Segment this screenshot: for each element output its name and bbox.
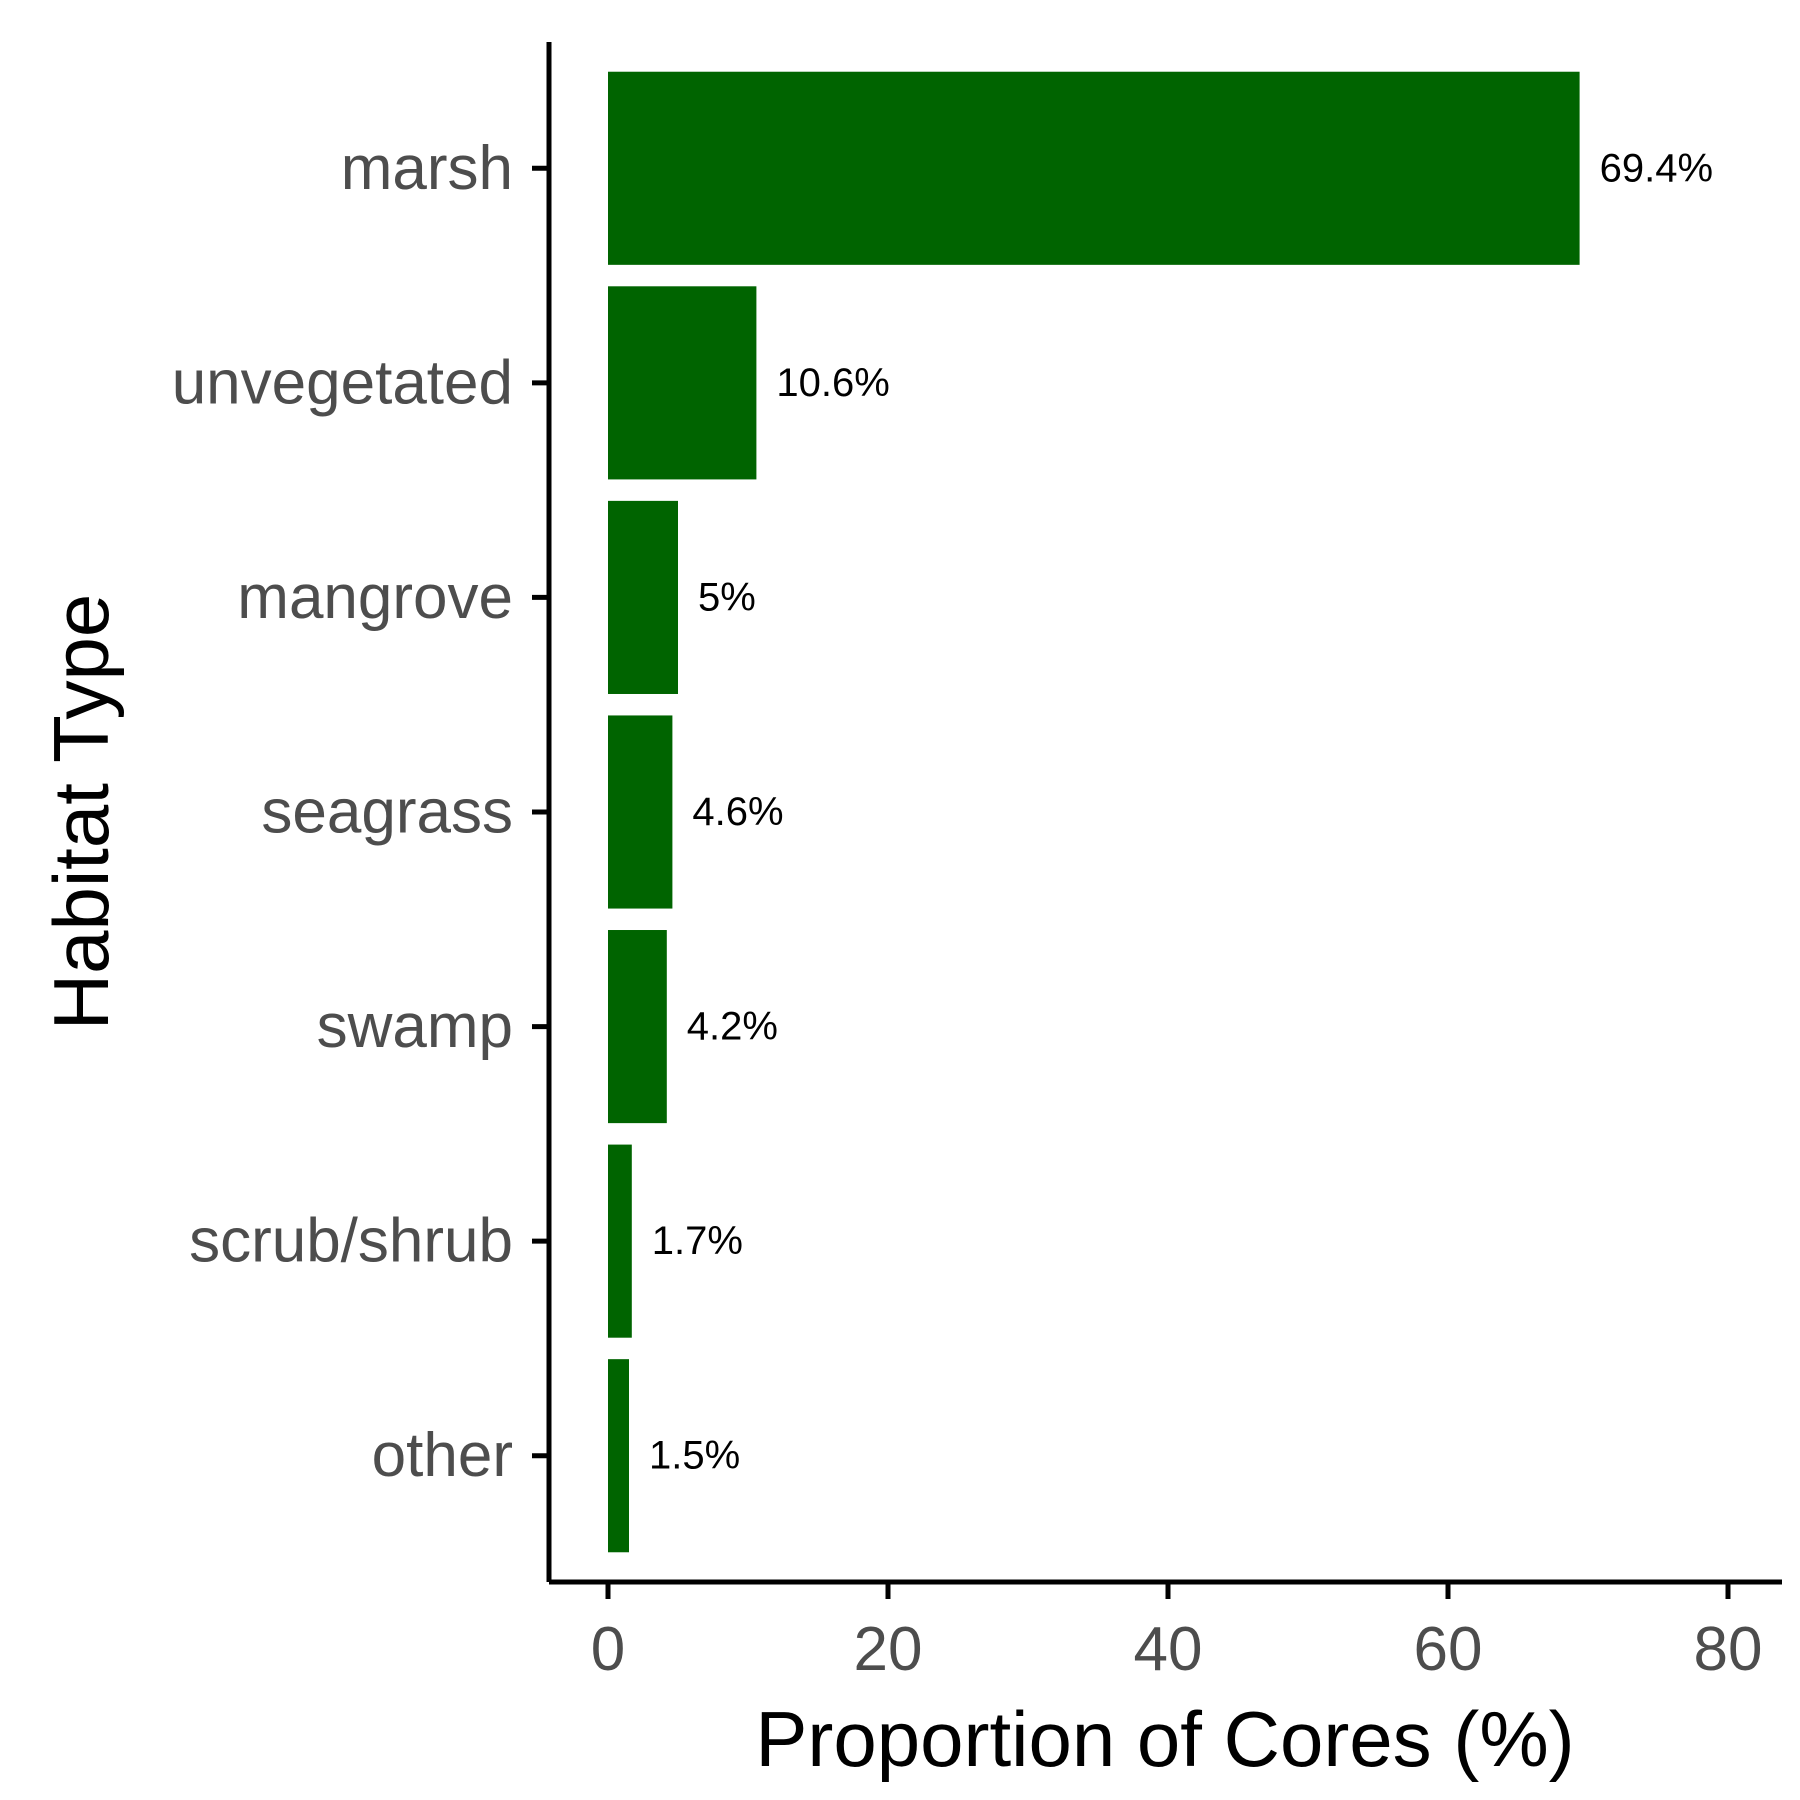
x-tick-label: 0 <box>591 1615 625 1684</box>
bar-other <box>608 1359 629 1553</box>
data-label: 10.6% <box>776 361 889 405</box>
x-tick-label: 60 <box>1414 1615 1483 1684</box>
data-label: 4.2% <box>687 1005 778 1049</box>
bars-group <box>608 71 1580 1553</box>
bar-unvegetated <box>608 286 757 480</box>
data-label: 69.4% <box>1600 146 1713 190</box>
x-tick-label: 40 <box>1134 1615 1203 1684</box>
data-label: 1.5% <box>649 1434 740 1478</box>
data-label: 4.6% <box>692 790 783 834</box>
x-axis-title: Proportion of Cores (%) <box>755 1695 1574 1783</box>
x-ticks: 0 20 40 60 80 <box>591 1582 1763 1684</box>
data-labels-group: 69.4% 10.6% 5% 4.6% 4.2% 1.7% 1.5% <box>649 146 1713 1477</box>
bar-mangrove <box>608 500 678 694</box>
y-tick-label: unvegetated <box>172 348 513 417</box>
y-tick-label: swamp <box>317 992 513 1061</box>
x-tick-label: 20 <box>854 1615 923 1684</box>
bar-swamp <box>608 930 667 1124</box>
y-tick-label: seagrass <box>261 778 513 847</box>
bar-scrub-shrub <box>608 1144 632 1338</box>
y-axis-title: Habitat Type <box>37 594 125 1031</box>
y-tick-label: scrub/shrub <box>189 1207 513 1276</box>
bar-marsh <box>608 71 1580 265</box>
data-label: 1.7% <box>652 1219 743 1263</box>
y-ticks: marsh unvegetated mangrove seagrass swamp scr… <box>172 134 549 1490</box>
y-tick-label: other <box>372 1421 513 1490</box>
data-label: 5% <box>698 575 756 619</box>
bar-seagrass <box>608 715 673 909</box>
y-tick-label: mangrove <box>237 563 513 632</box>
y-tick-label: marsh <box>341 134 513 203</box>
x-tick-label: 80 <box>1694 1615 1763 1684</box>
